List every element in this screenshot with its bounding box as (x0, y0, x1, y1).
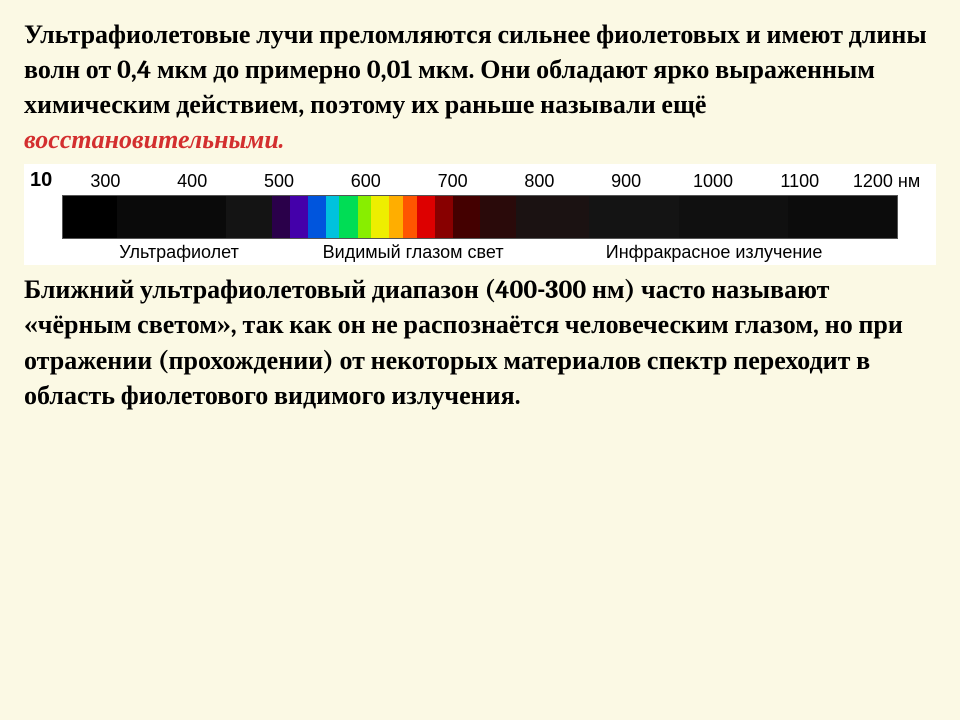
spectrum-segment (117, 196, 226, 238)
spectrum-segment (453, 196, 480, 238)
spectrum-segment (417, 196, 435, 238)
spectrum-segment (589, 196, 680, 238)
tick-label: 900 (583, 171, 670, 192)
tick-label: 10 (30, 169, 62, 192)
region-uv: Ультрафиолет (62, 242, 296, 263)
tick-label: 400 (149, 171, 236, 192)
tick-label: 1000 (670, 171, 757, 192)
spectrum-regions: Ультрафиолет Видимый глазом свет Инфракр… (62, 242, 898, 263)
p1-text-1: Ультрафиолетовые лучи преломляются сильн… (24, 20, 927, 120)
tick-label: 600 (322, 171, 409, 192)
tick-label: 1100 (756, 171, 843, 192)
spectrum-ticks: 10 300400500600700800900100011001200 нм (30, 168, 930, 192)
bottom-paragraph: Ближний ультрафиолетовый диапазон (400-3… (24, 273, 936, 413)
spectrum-segment (480, 196, 516, 238)
spectrum-segment (371, 196, 389, 238)
spectrum-segment (679, 196, 788, 238)
spectrum-segment (290, 196, 308, 238)
top-paragraph: Ультрафиолетовые лучи преломляются сильн… (24, 18, 936, 158)
spectrum-segment (435, 196, 453, 238)
region-visible: Видимый глазом свет (296, 242, 530, 263)
tick-label: 800 (496, 171, 583, 192)
region-ir: Инфракрасное излучение (530, 242, 898, 263)
spectrum-segment (226, 196, 271, 238)
spectrum-segment (358, 196, 372, 238)
spectrum-segment (63, 196, 117, 238)
tick-label: 700 (409, 171, 496, 192)
spectrum-segment (272, 196, 290, 238)
spectrum-segment (788, 196, 897, 238)
spectrum-segment (308, 196, 326, 238)
p1-highlight: восстановительными. (24, 125, 284, 155)
spectrum-segment (516, 196, 589, 238)
spectrum-segment (403, 196, 417, 238)
spectrum-bar (62, 195, 898, 239)
spectrum-segment (326, 196, 340, 238)
spectrum-segment (389, 196, 403, 238)
spectrum-segment (339, 196, 357, 238)
tick-label: 1200 нм (843, 171, 930, 192)
spectrum-figure: 10 300400500600700800900100011001200 нм … (24, 164, 936, 265)
tick-label: 300 (62, 171, 149, 192)
tick-label: 500 (236, 171, 323, 192)
